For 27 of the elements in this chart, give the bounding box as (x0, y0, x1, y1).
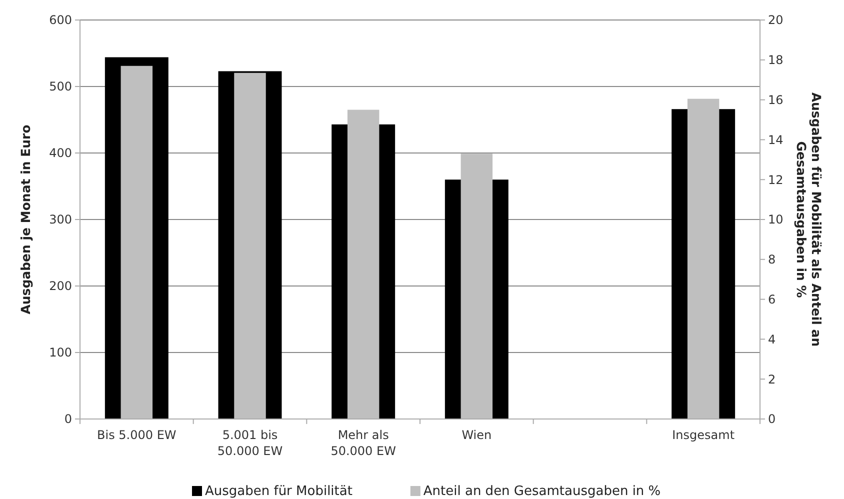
y2-tick-label: 0 (768, 412, 776, 426)
y2-tick-label: 10 (768, 212, 784, 227)
y-tick-label: 300 (49, 212, 72, 227)
y-tick-label: 100 (49, 346, 72, 360)
y2-tick-label: 12 (768, 172, 784, 187)
y-axis-title: Ausgaben je Monat in Euro (18, 124, 33, 314)
x-tick-label: Wien (462, 428, 492, 442)
y-tick-label: 400 (49, 146, 72, 160)
y-tick-label: 0 (64, 412, 72, 426)
y-tick-label: 600 (49, 13, 72, 28)
legend-label: Anteil an den Gesamtausgaben in % (423, 484, 661, 499)
y2-axis-title: Ausgaben für Mobilität als Anteil an Gesamtausgaben in % (794, 92, 824, 347)
y2-tick-label: 20 (768, 13, 784, 28)
legend-label: Ausgaben für Mobilität (205, 484, 352, 499)
y2-tick-label: 18 (768, 53, 784, 68)
x-tick-label: Bis 5.000 EW (97, 428, 176, 442)
x-tick-label: Mehr als 50.000 EW (330, 428, 396, 458)
y2-tick-label: 2 (768, 372, 776, 386)
y2-tick-label: 4 (768, 332, 776, 346)
y-tick-label: 200 (49, 279, 72, 294)
x-tick-label: 5.001 bis 50.000 EW (217, 428, 283, 458)
y2-tick-label: 6 (768, 292, 776, 306)
x-tick-label: Insgesamt (672, 428, 735, 442)
y2-tick-label: 14 (768, 132, 784, 147)
y-tick-label: 500 (49, 80, 72, 94)
y2-tick-label: 8 (768, 252, 776, 267)
y2-tick-label: 16 (768, 93, 784, 107)
